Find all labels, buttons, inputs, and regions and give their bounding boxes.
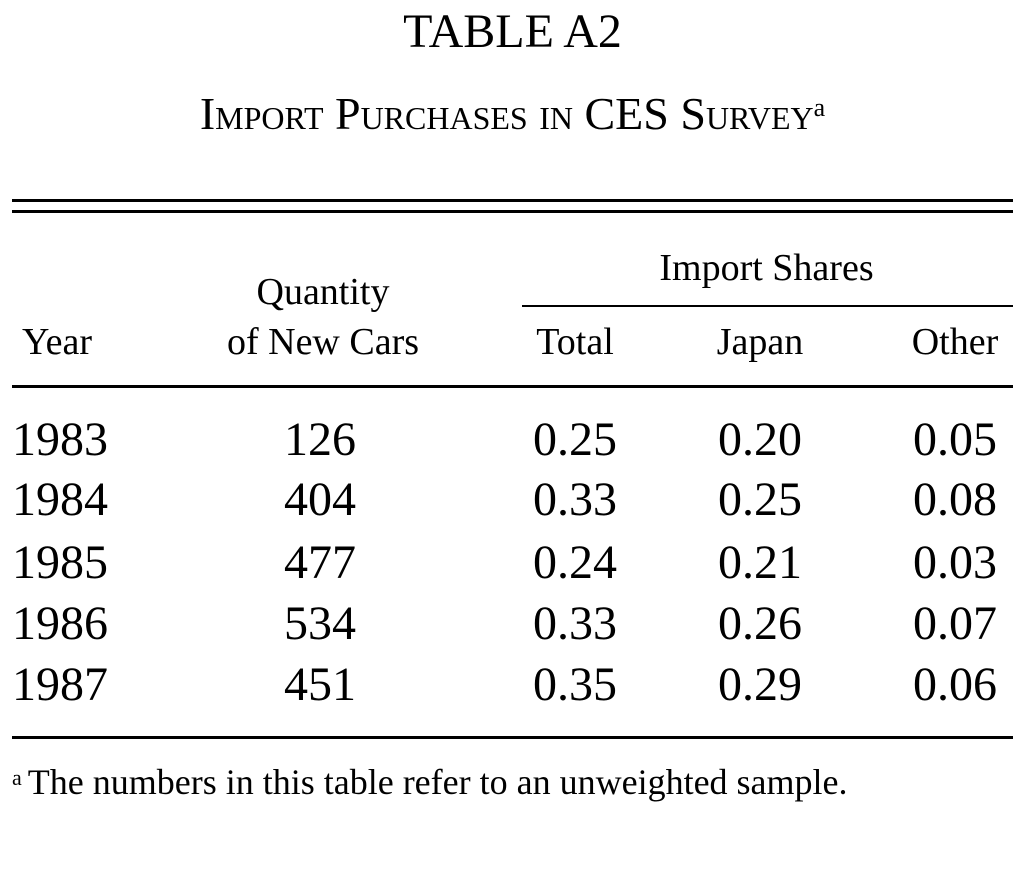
header-other: Other — [911, 321, 999, 363]
cell-quantity: 534 — [284, 597, 356, 650]
header-quantity-line1: Quantity — [256, 271, 390, 313]
cell-other: 0.08 — [913, 473, 997, 526]
footnote-text: The numbers in this table refer to an un… — [27, 762, 848, 802]
header-japan: Japan — [716, 321, 804, 363]
cell-japan: 0.20 — [718, 413, 802, 466]
cell-quantity: 451 — [284, 658, 356, 711]
footnote-marker: a — [12, 765, 22, 790]
header-rule — [12, 385, 1013, 388]
cell-total: 0.25 — [533, 413, 617, 466]
cell-quantity: 404 — [284, 473, 356, 526]
table-subtitle: Import Purchases in CES Surveya — [0, 86, 1025, 142]
cell-japan: 0.21 — [718, 536, 802, 589]
cell-japan: 0.25 — [718, 473, 802, 526]
cell-total: 0.33 — [533, 597, 617, 650]
cell-year: 1983 — [12, 413, 108, 466]
cell-other: 0.05 — [913, 413, 997, 466]
subtitle-footnote-marker: a — [813, 93, 826, 122]
cell-quantity: 126 — [284, 413, 356, 466]
header-total: Total — [536, 321, 614, 363]
top-rule-lower — [12, 210, 1013, 213]
cell-japan: 0.29 — [718, 658, 802, 711]
cell-year: 1984 — [12, 473, 108, 526]
cell-total: 0.33 — [533, 473, 617, 526]
table-footnote: a The numbers in this table refer to an u… — [12, 756, 1002, 808]
cell-quantity: 477 — [284, 536, 356, 589]
cell-year: 1985 — [12, 536, 108, 589]
cell-other: 0.06 — [913, 658, 997, 711]
cell-japan: 0.26 — [718, 597, 802, 650]
cell-total: 0.24 — [533, 536, 617, 589]
bottom-rule — [12, 736, 1013, 739]
import-shares-rule — [522, 305, 1013, 307]
header-quantity-line2: of New Cars — [226, 321, 420, 363]
cell-year: 1986 — [12, 597, 108, 650]
top-rule-upper — [12, 199, 1013, 202]
table-subtitle-text: Import Purchases in CES Survey — [199, 88, 814, 139]
header-year: Year — [22, 321, 93, 363]
cell-other: 0.07 — [913, 597, 997, 650]
cell-other: 0.03 — [913, 536, 997, 589]
cell-year: 1987 — [12, 658, 108, 711]
table-title: TABLE A2 — [403, 5, 622, 58]
cell-total: 0.35 — [533, 658, 617, 711]
header-import-shares: Import Shares — [659, 247, 874, 289]
